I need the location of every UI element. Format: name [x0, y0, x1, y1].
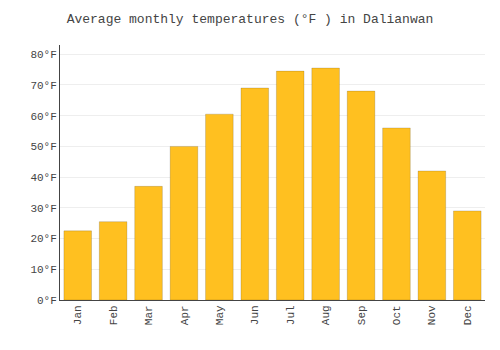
svg-text:Jun: Jun — [249, 305, 261, 325]
svg-text:Dec: Dec — [462, 305, 474, 325]
svg-text:Mar: Mar — [143, 305, 155, 325]
svg-text:Jul: Jul — [285, 305, 297, 325]
svg-text:Aug: Aug — [320, 305, 332, 325]
svg-text:Apr: Apr — [179, 305, 191, 325]
svg-text:Average monthly temperatures (: Average monthly temperatures (°F ) in Da… — [67, 12, 434, 27]
svg-text:Sep: Sep — [356, 305, 368, 325]
svg-text:Oct: Oct — [391, 305, 403, 325]
svg-text:10°F: 10°F — [30, 264, 56, 276]
svg-text:70°F: 70°F — [30, 80, 56, 92]
svg-text:Nov: Nov — [426, 305, 438, 325]
svg-text:0°F: 0°F — [37, 295, 57, 307]
svg-text:50°F: 50°F — [30, 141, 56, 153]
svg-text:30°F: 30°F — [30, 203, 56, 215]
svg-text:80°F: 80°F — [30, 49, 56, 61]
svg-text:20°F: 20°F — [30, 233, 56, 245]
svg-text:Feb: Feb — [108, 305, 120, 325]
svg-text:40°F: 40°F — [30, 172, 56, 184]
svg-text:Jan: Jan — [72, 305, 84, 325]
svg-text:May: May — [214, 305, 226, 325]
svg-text:60°F: 60°F — [30, 111, 56, 123]
